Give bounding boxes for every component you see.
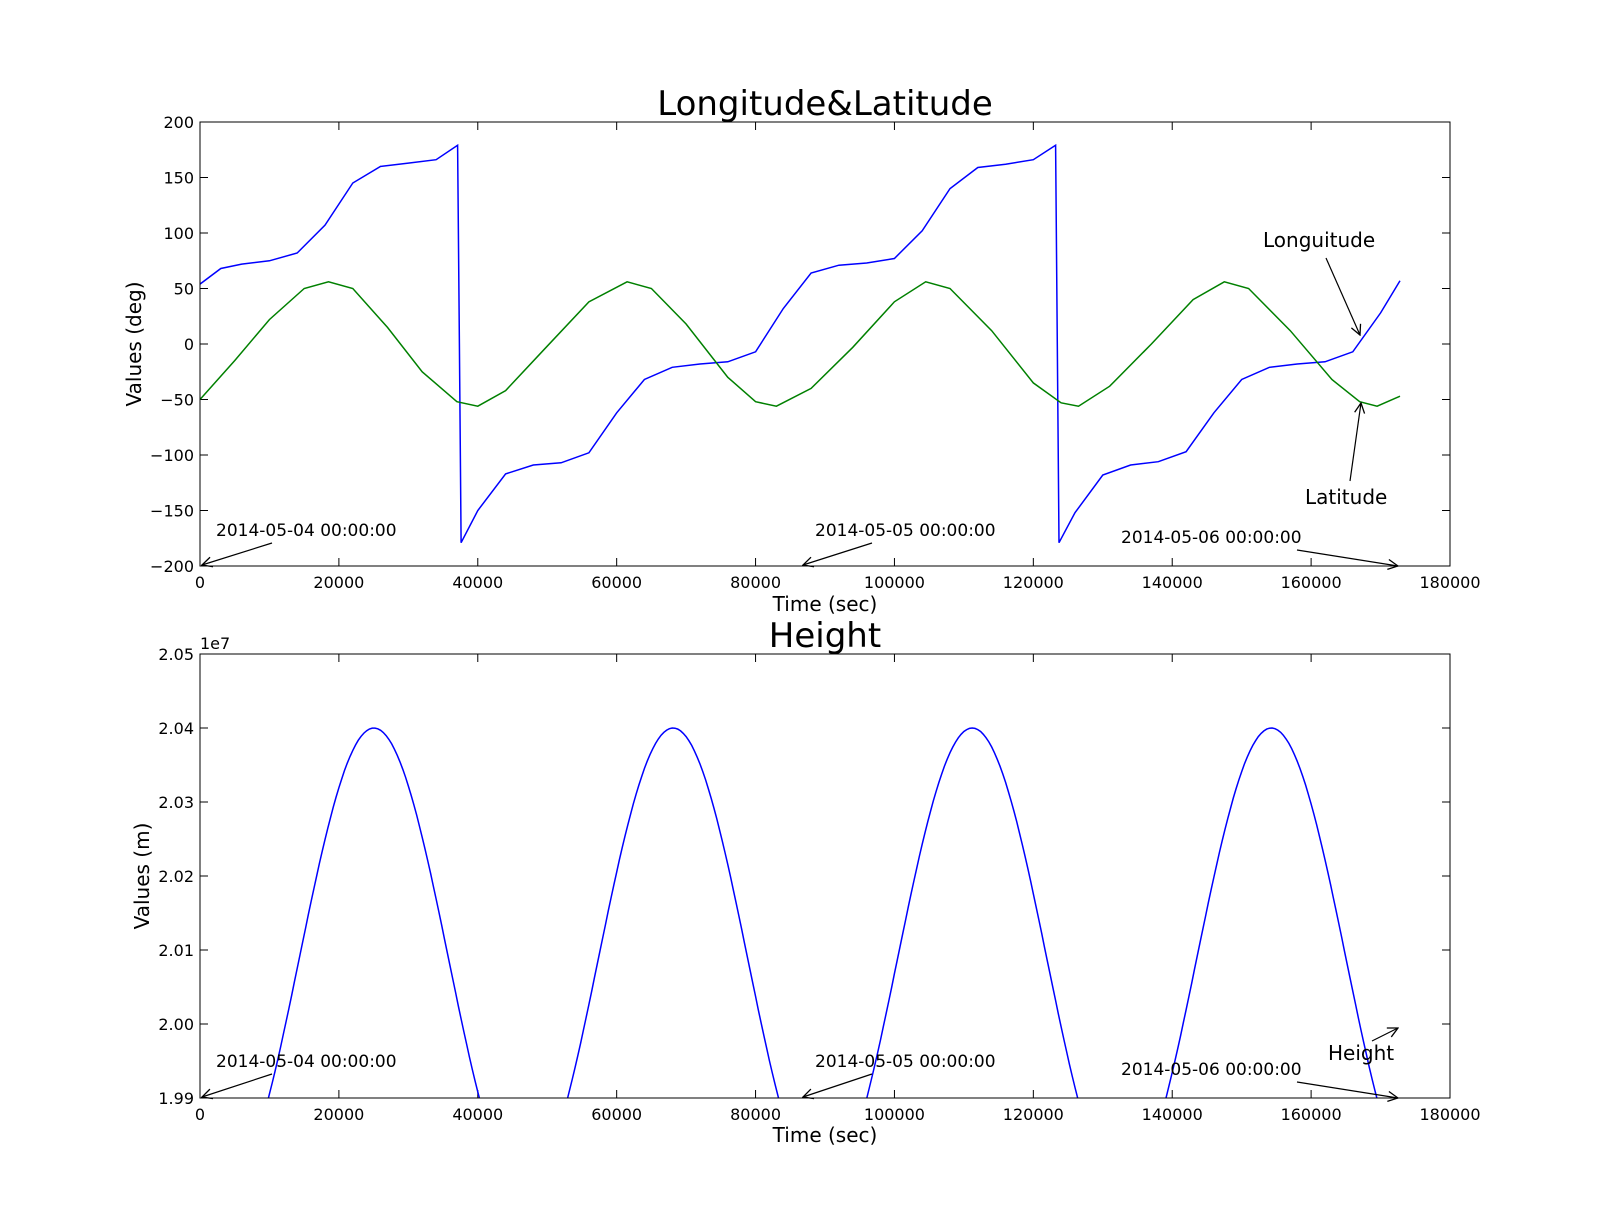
height-annotation-arrow: [1371, 1028, 1398, 1042]
x-tick-label: 160000: [1281, 573, 1342, 592]
x-tick-label: 60000: [591, 1105, 642, 1124]
x-tick-label: 20000: [313, 573, 364, 592]
lonlat-date-annotation-2: 2014-05-05 00:00:00: [815, 521, 996, 541]
x-tick-label: 40000: [452, 1105, 503, 1124]
y-tick-label: 2.05: [158, 645, 194, 664]
y-tick-label: 200: [163, 113, 194, 132]
height-date-annotation-1: 2014-05-04 00:00:00: [216, 1052, 397, 1072]
height-x-ticks: 0 20000 40000 60000 80000 100000 120000 140000 1…: [195, 654, 1481, 1124]
latitude-annotation-arrow: [1349, 403, 1361, 482]
y-tick-label: 50: [174, 280, 194, 299]
y-tick-label: 2.01: [158, 941, 194, 960]
lonlat-x-ticks: 0 20000 40000 60000 80000 100000 120000 140000 1…: [195, 122, 1481, 592]
latitude-annotation: Latitude: [1305, 485, 1387, 509]
lonlat-date-arrow-2: [803, 542, 873, 565]
lonlat-date-arrow-1: [202, 542, 273, 565]
y-tick-label: 1.99: [158, 1089, 194, 1108]
height-date-arrow-1: [202, 1073, 273, 1097]
height-offset-label: 1e7: [200, 634, 230, 653]
y-tick-label: 2.04: [158, 719, 194, 738]
y-tick-label: 2.03: [158, 793, 194, 812]
lonlat-date-annotation-1: 2014-05-04 00:00:00: [216, 521, 397, 541]
y-tick-label: 150: [163, 169, 194, 188]
height-y-axis-label: Values (m): [130, 823, 154, 930]
x-tick-label: 100000: [864, 1105, 925, 1124]
y-tick-label: 100: [163, 224, 194, 243]
height-date-annotation-2: 2014-05-05 00:00:00: [815, 1052, 996, 1072]
height-date-annotation-3: 2014-05-06 00:00:00: [1121, 1060, 1302, 1080]
x-tick-label: 120000: [1003, 573, 1064, 592]
longitude-line: [200, 143, 1401, 544]
x-tick-label: 0: [195, 1105, 205, 1124]
y-tick-label: 2.00: [158, 1015, 194, 1034]
height-title: Height: [769, 616, 881, 656]
height-annotation: Height: [1328, 1041, 1394, 1065]
height-subplot: Height 1e7 0 20000 40000 60000 80000 100000 12…: [130, 616, 1481, 1147]
lonlat-x-axis-label: Time (sec): [772, 592, 878, 616]
lonlat-date-arrow-3: [1296, 549, 1398, 566]
x-tick-label: 180000: [1419, 573, 1480, 592]
height-y-ticks: 2.05 2.04 2.03 2.02 2.01 2.00 1.99: [158, 645, 1450, 1108]
lonlat-subplot: Longitude&Latitude 0 20000 40000 60000 80000…: [122, 84, 1481, 616]
lonlat-y-ticks: 200 150 100 50 0 −50 −100 −150 −200: [150, 113, 1450, 576]
x-tick-label: 80000: [730, 1105, 781, 1124]
height-date-arrow-2: [803, 1073, 873, 1097]
y-tick-label: −200: [150, 557, 194, 576]
x-tick-label: 20000: [313, 1105, 364, 1124]
x-tick-label: 40000: [452, 573, 503, 592]
height-axes-frame: [199, 653, 1451, 1099]
x-tick-label: 0: [195, 573, 205, 592]
lonlat-axes-frame: [199, 121, 1451, 567]
y-tick-label: −100: [150, 446, 194, 465]
height-line: [267, 727, 1378, 1098]
height-x-axis-label: Time (sec): [772, 1123, 878, 1147]
x-tick-label: 140000: [1142, 573, 1203, 592]
x-tick-label: 60000: [591, 573, 642, 592]
y-tick-label: −50: [160, 391, 194, 410]
lonlat-y-axis-label: Values (deg): [122, 282, 146, 407]
height-date-arrow-3: [1296, 1081, 1398, 1098]
y-tick-label: 2.02: [158, 867, 194, 886]
y-tick-label: −150: [150, 502, 194, 521]
x-tick-label: 160000: [1281, 1105, 1342, 1124]
y-tick-label: 0: [184, 335, 194, 354]
lonlat-title: Longitude&Latitude: [657, 84, 993, 124]
latitude-line: [200, 280, 1401, 407]
x-tick-label: 80000: [730, 573, 781, 592]
x-tick-label: 180000: [1419, 1105, 1480, 1124]
x-tick-label: 100000: [864, 573, 925, 592]
longitude-annotation: Longuitude: [1263, 228, 1375, 252]
x-tick-label: 140000: [1142, 1105, 1203, 1124]
lonlat-date-annotation-3: 2014-05-06 00:00:00: [1121, 528, 1302, 548]
longitude-annotation-arrow: [1325, 257, 1360, 335]
x-tick-label: 120000: [1003, 1105, 1064, 1124]
